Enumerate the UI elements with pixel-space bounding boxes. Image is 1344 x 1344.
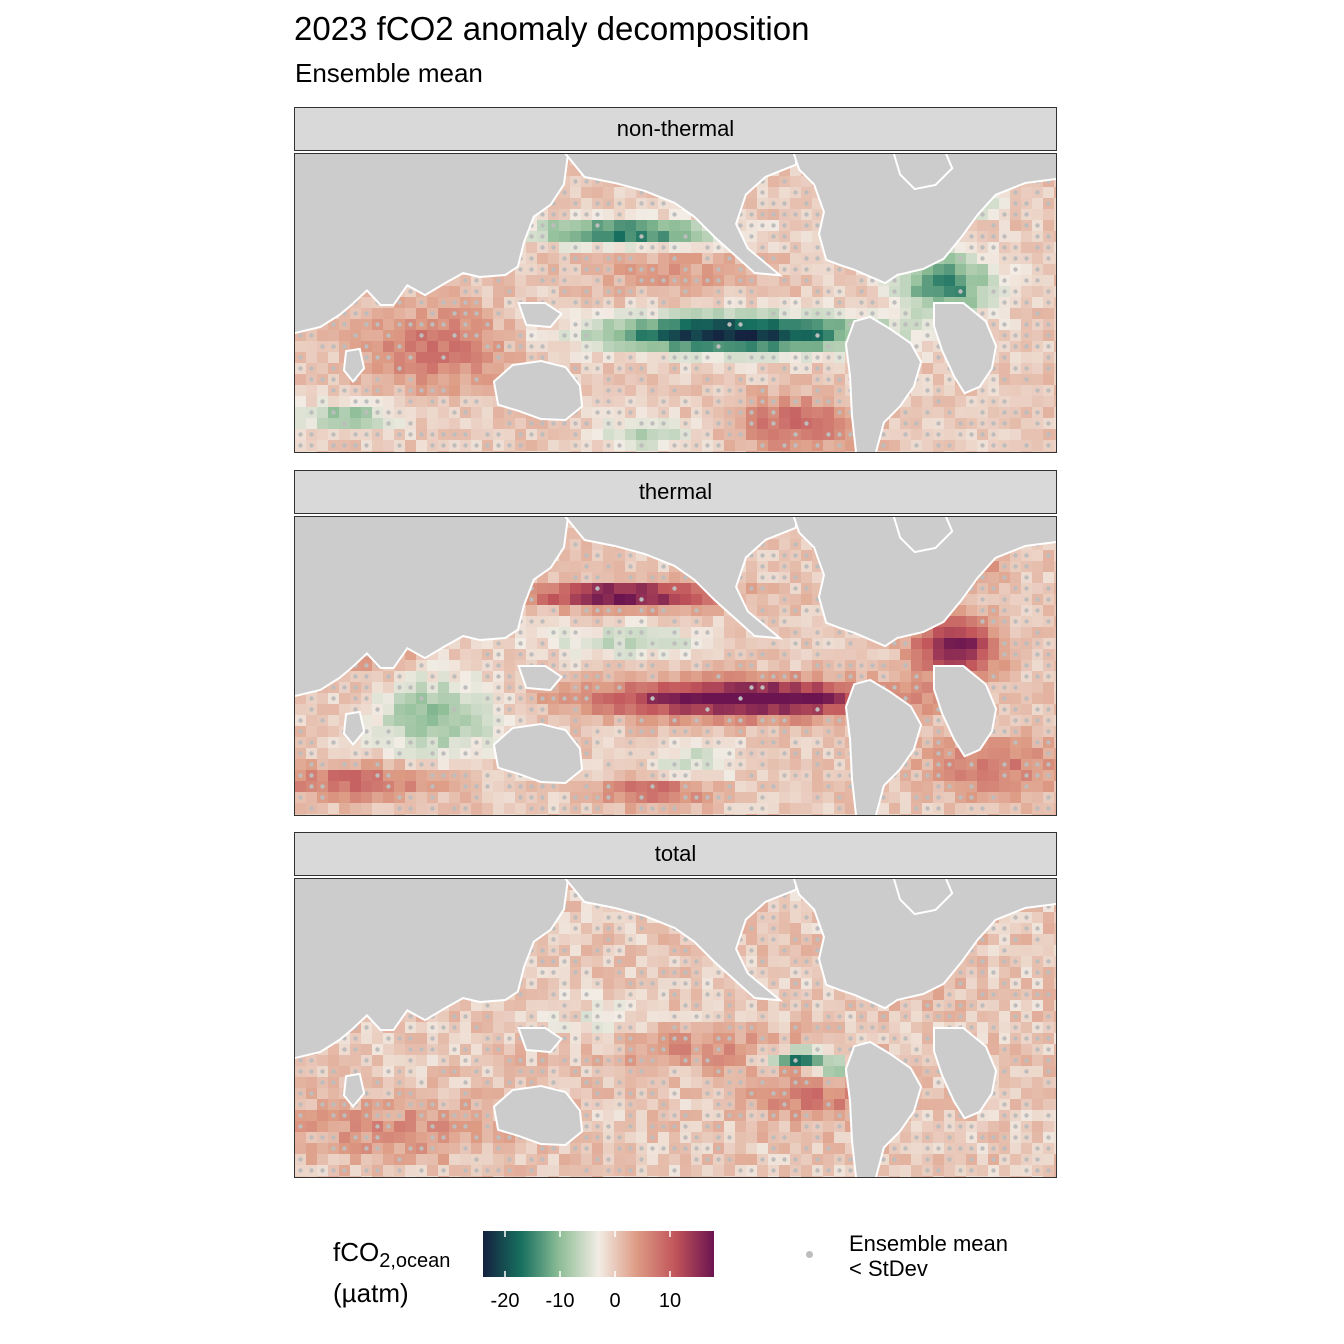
land-mask xyxy=(295,517,1056,815)
land-mask xyxy=(295,879,1056,1177)
colorbar xyxy=(483,1231,714,1277)
map-svg-thermal xyxy=(295,517,1056,815)
colorbar-title: fCO2,ocean (µatm) xyxy=(333,1237,451,1309)
land-mask xyxy=(295,154,1056,452)
panel-strip-label: non-thermal xyxy=(294,107,1057,151)
colorbar-tick-label: 0 xyxy=(609,1290,621,1312)
chart-subtitle: Ensemble mean xyxy=(295,58,483,88)
map-thermal xyxy=(294,516,1057,816)
map-non-thermal xyxy=(294,153,1057,453)
stipple-key-label: Ensemble mean < StDev xyxy=(849,1231,1008,1281)
panel-non-thermal: non-thermal xyxy=(294,107,1057,453)
panel-thermal: thermal xyxy=(294,470,1057,816)
map-svg-total xyxy=(295,879,1056,1177)
map-total xyxy=(294,878,1057,1178)
colorbar-gradient xyxy=(483,1231,714,1277)
colorbar-tick-label: -20 xyxy=(490,1290,520,1312)
panel-total: total xyxy=(294,832,1057,1178)
chart-title: 2023 fCO2 anomaly decomposition xyxy=(294,10,810,47)
colorbar-tick-label: 10 xyxy=(658,1290,682,1312)
colorbar-tick-label: -10 xyxy=(545,1290,575,1312)
panel-strip-label: total xyxy=(294,832,1057,876)
map-svg-non-thermal xyxy=(295,154,1056,452)
stipple-key-dot xyxy=(806,1251,813,1258)
panel-strip-label: thermal xyxy=(294,470,1057,514)
